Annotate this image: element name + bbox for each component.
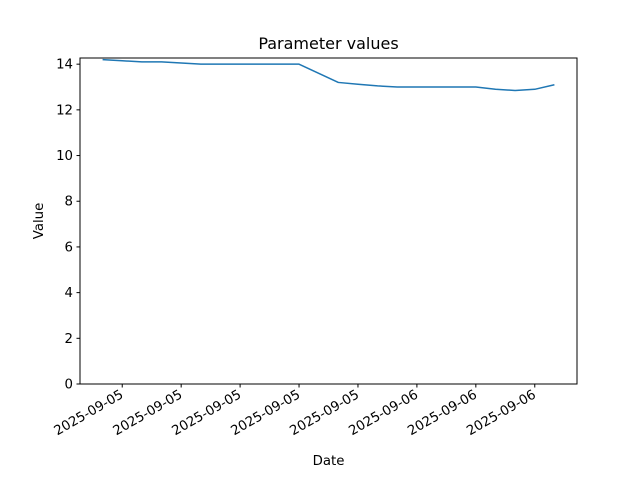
y-tick-label: 6	[65, 240, 73, 255]
x-axis-label: Date	[313, 454, 345, 469]
y-tick-label: 14	[56, 58, 73, 73]
plot-area	[79, 57, 578, 385]
y-tick-label: 10	[56, 149, 73, 164]
y-tick-label: 4	[65, 286, 73, 301]
y-tick-label: 2	[65, 332, 73, 347]
chart-title: Parameter values	[258, 34, 398, 53]
y-axis-label: Value	[32, 203, 47, 240]
y-tick-label: 12	[56, 103, 73, 118]
y-tick-label: 0	[65, 378, 73, 393]
data-line	[102, 58, 555, 92]
y-tick-label: 8	[65, 195, 73, 210]
